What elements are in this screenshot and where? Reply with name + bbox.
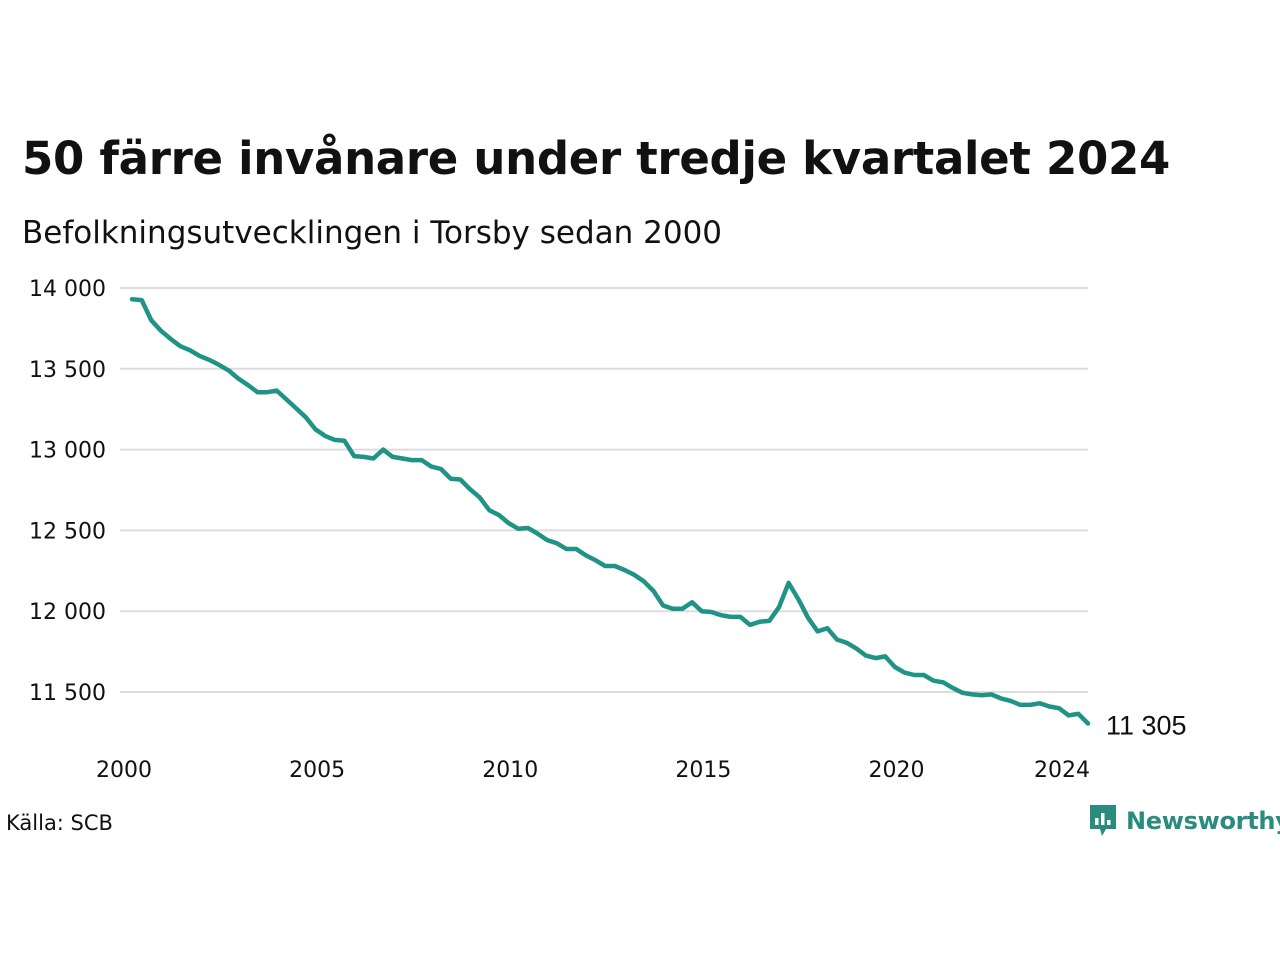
chart-subtitle: Befolkningsutvecklingen i Torsby sedan 2… xyxy=(22,215,723,251)
y-axis-tick-labels: 14 000 13 500 13 000 12 500 12 000 11 500 xyxy=(29,277,106,706)
newsworthy-logo-icon xyxy=(1090,805,1116,836)
y-gridlines xyxy=(120,287,1088,693)
x-tick-label: 2015 xyxy=(675,758,731,783)
y-tick-label: 12 000 xyxy=(29,600,106,625)
y-tick-label: 13 000 xyxy=(29,439,106,464)
brand-name: Newsworthy xyxy=(1126,807,1280,835)
y-tick-label: 11 500 xyxy=(29,681,106,706)
y-tick-label: 13 500 xyxy=(29,358,106,383)
chart-title: 50 färre invånare under tredje kvartalet… xyxy=(22,132,1171,185)
brand-logo: Newsworthy xyxy=(1088,803,1280,839)
y-tick-label: 14 000 xyxy=(29,277,106,302)
x-tick-label: 2010 xyxy=(482,758,538,783)
x-tick-label: 2005 xyxy=(289,758,345,783)
end-value-label: 11 305 xyxy=(1106,711,1187,741)
y-tick-label: 12 500 xyxy=(29,519,106,544)
x-axis-tick-labels: 2000 2005 2010 2015 2020 2024 xyxy=(96,758,1090,783)
population-series-line xyxy=(129,297,1091,726)
source-note: Källa: SCB xyxy=(6,811,113,835)
x-tick-label: 2020 xyxy=(869,758,925,783)
x-tick-label: 2000 xyxy=(96,758,152,783)
x-tick-label: 2024 xyxy=(1034,758,1090,783)
